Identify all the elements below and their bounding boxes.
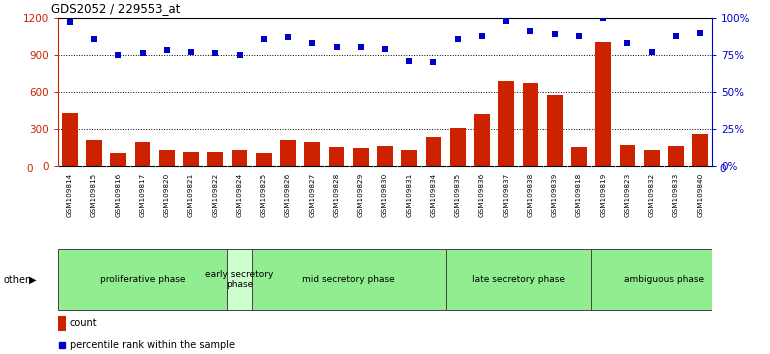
Point bbox=[403, 58, 415, 64]
Text: GSM109814: GSM109814 bbox=[67, 173, 73, 217]
Point bbox=[330, 45, 343, 50]
Text: GSM109827: GSM109827 bbox=[310, 173, 315, 217]
Bar bbox=[591, 249, 736, 310]
Bar bbox=[110, 153, 126, 166]
Point bbox=[379, 46, 391, 52]
Point bbox=[476, 33, 488, 38]
Point bbox=[136, 51, 149, 56]
Bar bbox=[207, 152, 223, 166]
Text: GSM109833: GSM109833 bbox=[673, 173, 679, 217]
Text: GSM109829: GSM109829 bbox=[358, 173, 363, 217]
Point bbox=[282, 34, 294, 40]
Text: early secretory
phase: early secretory phase bbox=[206, 270, 274, 289]
Point bbox=[185, 49, 197, 55]
Point bbox=[427, 59, 440, 65]
Bar bbox=[620, 145, 635, 166]
Point bbox=[112, 52, 125, 58]
Point bbox=[621, 40, 634, 46]
Text: GSM109815: GSM109815 bbox=[91, 173, 97, 217]
Bar bbox=[353, 148, 369, 166]
Text: GSM109831: GSM109831 bbox=[407, 173, 412, 217]
Text: GSM109817: GSM109817 bbox=[139, 173, 146, 217]
Text: GSM109837: GSM109837 bbox=[504, 173, 509, 217]
Bar bbox=[58, 249, 227, 310]
Point bbox=[597, 15, 609, 21]
Bar bbox=[304, 142, 320, 166]
Point bbox=[548, 31, 561, 37]
Text: GSM109826: GSM109826 bbox=[285, 173, 291, 217]
Point bbox=[524, 28, 537, 34]
Text: GSM109835: GSM109835 bbox=[455, 173, 460, 217]
Bar bbox=[280, 140, 296, 166]
Text: GSM109820: GSM109820 bbox=[164, 173, 170, 217]
Text: GSM109816: GSM109816 bbox=[116, 173, 122, 217]
Text: GSM109832: GSM109832 bbox=[648, 173, 654, 217]
Bar bbox=[256, 153, 272, 166]
Text: GSM109836: GSM109836 bbox=[479, 173, 485, 217]
Text: count: count bbox=[69, 318, 97, 329]
Text: GSM109821: GSM109821 bbox=[188, 173, 194, 217]
Bar bbox=[668, 146, 684, 166]
Text: GSM109824: GSM109824 bbox=[236, 173, 243, 217]
Bar bbox=[595, 42, 611, 166]
Text: GSM109830: GSM109830 bbox=[382, 173, 388, 217]
Point bbox=[670, 33, 682, 38]
Bar bbox=[377, 146, 393, 166]
Text: GSM109822: GSM109822 bbox=[213, 173, 219, 217]
Text: late secretory phase: late secretory phase bbox=[472, 275, 565, 284]
Text: GSM109823: GSM109823 bbox=[624, 173, 631, 217]
Text: GSM109834: GSM109834 bbox=[430, 173, 437, 217]
Text: ▶: ▶ bbox=[29, 275, 37, 285]
Point bbox=[209, 51, 222, 56]
Bar bbox=[329, 147, 344, 166]
Text: GSM109838: GSM109838 bbox=[527, 173, 534, 217]
Text: GDS2052 / 229553_at: GDS2052 / 229553_at bbox=[51, 2, 181, 15]
Bar bbox=[252, 249, 446, 310]
Bar bbox=[426, 137, 441, 166]
Text: GSM109819: GSM109819 bbox=[600, 173, 606, 217]
Point bbox=[645, 49, 658, 55]
Bar bbox=[498, 81, 514, 166]
Text: GSM109818: GSM109818 bbox=[576, 173, 582, 217]
Bar bbox=[547, 95, 563, 166]
Point bbox=[573, 33, 585, 38]
Point bbox=[355, 45, 367, 50]
Point bbox=[500, 18, 512, 23]
Text: mid secretory phase: mid secretory phase bbox=[303, 275, 395, 284]
Point bbox=[64, 19, 76, 25]
Point bbox=[306, 40, 319, 46]
Bar bbox=[474, 114, 490, 166]
Bar bbox=[401, 150, 417, 166]
Text: GSM109825: GSM109825 bbox=[261, 173, 266, 217]
Point bbox=[161, 47, 173, 53]
Point bbox=[451, 36, 464, 41]
Bar bbox=[86, 140, 102, 166]
Bar bbox=[523, 83, 538, 166]
Point bbox=[88, 36, 100, 41]
Text: GSM109828: GSM109828 bbox=[333, 173, 340, 217]
Bar bbox=[446, 249, 591, 310]
Bar bbox=[644, 150, 660, 166]
Bar bbox=[62, 113, 78, 166]
Text: proliferative phase: proliferative phase bbox=[100, 275, 186, 284]
Text: ambiguous phase: ambiguous phase bbox=[624, 275, 704, 284]
Point bbox=[258, 36, 270, 41]
Bar bbox=[159, 150, 175, 166]
Point bbox=[233, 52, 246, 58]
Point bbox=[694, 30, 706, 35]
Text: other: other bbox=[4, 275, 30, 285]
Text: GSM109840: GSM109840 bbox=[697, 173, 703, 217]
Bar bbox=[135, 142, 150, 166]
Text: 0: 0 bbox=[719, 164, 725, 174]
Bar bbox=[58, 316, 65, 331]
Text: GSM109839: GSM109839 bbox=[551, 173, 557, 217]
Bar bbox=[232, 150, 247, 166]
Bar bbox=[571, 147, 587, 166]
Text: percentile rank within the sample: percentile rank within the sample bbox=[69, 339, 235, 350]
Bar bbox=[692, 134, 708, 166]
Text: 0: 0 bbox=[26, 164, 33, 174]
Bar bbox=[450, 128, 466, 166]
Bar bbox=[227, 249, 252, 310]
Bar bbox=[183, 152, 199, 166]
